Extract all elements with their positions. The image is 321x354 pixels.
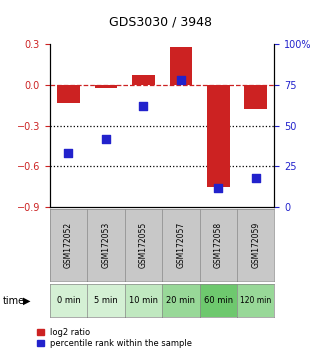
Text: 120 min: 120 min: [240, 296, 271, 305]
Bar: [245, 85, 267, 109]
Text: 0 min: 0 min: [56, 296, 80, 305]
Point: [253, 175, 258, 181]
Point: [216, 185, 221, 190]
Text: time: time: [3, 296, 25, 306]
Text: GSM172052: GSM172052: [64, 222, 73, 268]
Text: GDS3030 / 3948: GDS3030 / 3948: [109, 16, 212, 29]
Bar: [132, 75, 155, 85]
Point: [66, 150, 71, 156]
Text: 5 min: 5 min: [94, 296, 118, 305]
Bar: [95, 85, 117, 88]
Text: GSM172053: GSM172053: [101, 222, 110, 268]
Text: 60 min: 60 min: [204, 296, 233, 305]
Point: [178, 77, 183, 83]
Bar: [207, 85, 230, 187]
Legend: log2 ratio, percentile rank within the sample: log2 ratio, percentile rank within the s…: [36, 327, 193, 349]
Text: GSM172058: GSM172058: [214, 222, 223, 268]
Point: [141, 103, 146, 109]
Bar: [57, 85, 80, 103]
Text: GSM172055: GSM172055: [139, 222, 148, 268]
Text: 10 min: 10 min: [129, 296, 158, 305]
Text: GSM172059: GSM172059: [251, 222, 260, 268]
Text: ▶: ▶: [23, 296, 30, 306]
Point: [103, 136, 108, 142]
Text: 20 min: 20 min: [166, 296, 195, 305]
Text: GSM172057: GSM172057: [176, 222, 185, 268]
Bar: [169, 47, 192, 85]
